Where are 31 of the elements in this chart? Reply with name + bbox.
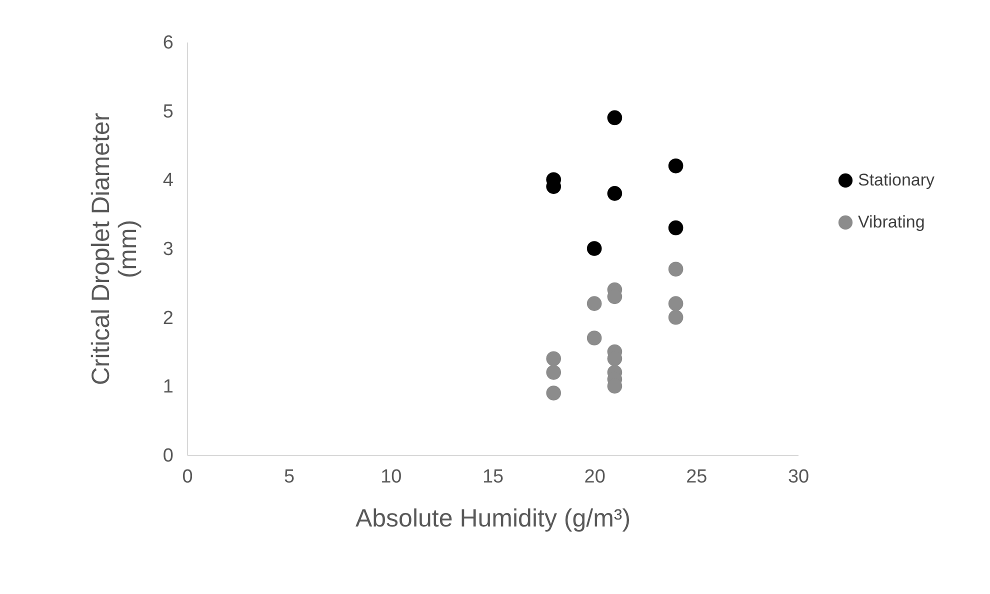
x-tick-label: 0 [182, 466, 193, 488]
legend-label: Vibrating [858, 212, 925, 232]
point [668, 262, 684, 277]
x-tick-label: 5 [284, 466, 295, 488]
y-tick-label: 3 [162, 239, 174, 260]
y-axis-title: Critical Droplet Diameter (mm) [86, 112, 142, 386]
y-tick-label: 0 [162, 446, 174, 466]
point [607, 110, 622, 126]
point [668, 296, 684, 311]
x-tick-label: 30 [788, 466, 810, 488]
point [607, 186, 622, 201]
x-tick-label: 10 [380, 466, 402, 488]
x-tick-label: 15 [482, 466, 504, 488]
point [668, 220, 684, 236]
y-tick-label: 4 [162, 170, 174, 192]
x-axis-title: Absolute Humidity (g/m³) [355, 504, 631, 532]
x-tick-label: 20 [584, 466, 606, 488]
point [668, 158, 684, 174]
y-tick-label: 1 [162, 376, 174, 398]
point [546, 386, 562, 400]
x-tick-label: 25 [686, 466, 708, 488]
point [668, 310, 684, 325]
point [546, 351, 562, 366]
legend-label: Stationary [858, 170, 936, 190]
point [586, 330, 602, 346]
y-tick-label: 2 [162, 308, 174, 329]
point [586, 296, 602, 311]
y-tick-label: 5 [162, 101, 174, 122]
point [586, 241, 602, 256]
point [546, 365, 562, 380]
y-tick-label: 6 [162, 32, 174, 54]
